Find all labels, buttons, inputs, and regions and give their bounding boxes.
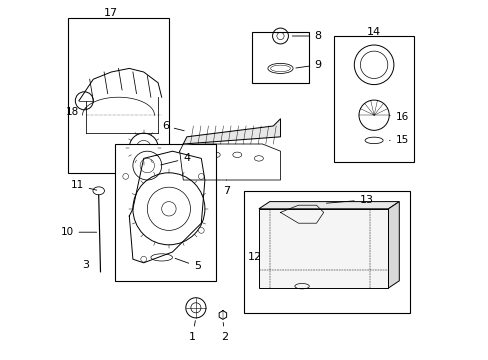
Text: 2: 2 — [221, 323, 228, 342]
Text: 10: 10 — [60, 227, 97, 237]
Text: 15: 15 — [388, 135, 408, 145]
Polygon shape — [258, 209, 387, 288]
Text: 1: 1 — [188, 321, 195, 342]
Text: 9: 9 — [295, 60, 321, 70]
Polygon shape — [258, 202, 399, 209]
Polygon shape — [387, 202, 399, 288]
Circle shape — [198, 228, 204, 233]
Circle shape — [141, 256, 146, 262]
FancyBboxPatch shape — [115, 144, 215, 281]
Text: 11: 11 — [70, 180, 97, 190]
Text: 7: 7 — [223, 180, 229, 196]
Circle shape — [122, 174, 128, 179]
Text: 12: 12 — [247, 252, 262, 262]
Text: 8: 8 — [292, 31, 321, 41]
FancyBboxPatch shape — [334, 36, 413, 162]
Text: 3: 3 — [82, 260, 89, 270]
Polygon shape — [183, 119, 280, 144]
Circle shape — [198, 174, 204, 179]
Text: 4: 4 — [161, 153, 190, 165]
Text: 16: 16 — [388, 112, 408, 122]
FancyBboxPatch shape — [68, 18, 168, 173]
FancyBboxPatch shape — [244, 191, 409, 313]
Text: 18: 18 — [66, 107, 86, 117]
Text: 6: 6 — [162, 121, 184, 131]
Text: 17: 17 — [104, 8, 118, 18]
FancyBboxPatch shape — [251, 32, 309, 83]
Text: 14: 14 — [366, 27, 380, 37]
Text: 13: 13 — [326, 195, 373, 205]
Text: 5: 5 — [175, 258, 201, 271]
